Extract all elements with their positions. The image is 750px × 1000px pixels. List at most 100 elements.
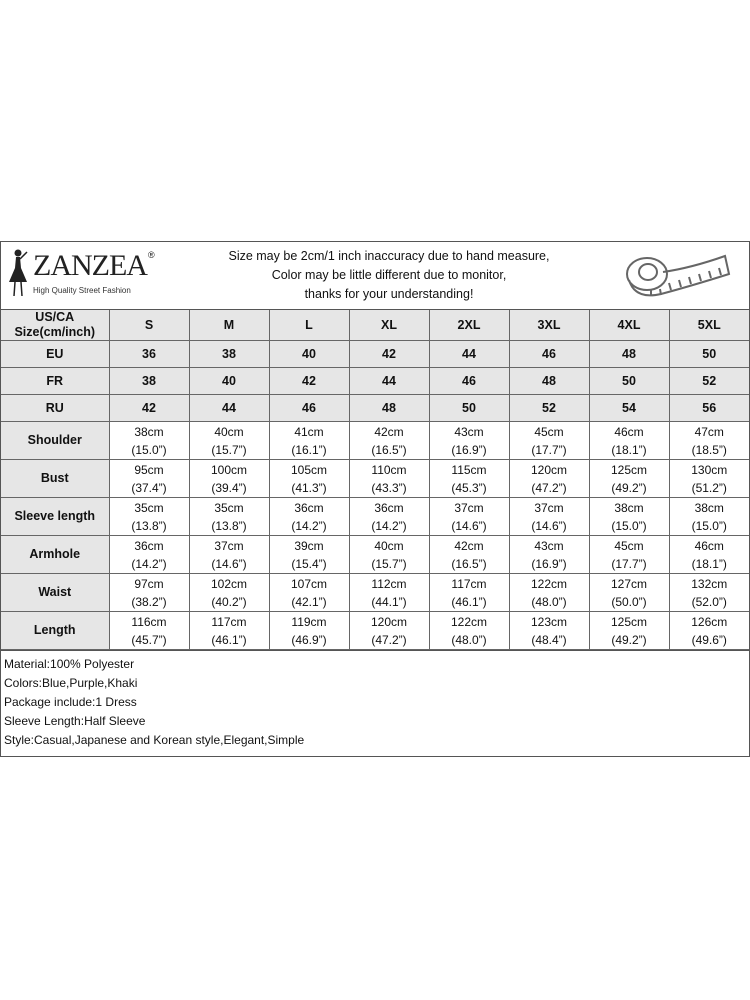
measurement-cell: 117cm (46.1”): [428, 573, 510, 612]
inch-value: (47.2”): [371, 632, 407, 647]
inch-value: (49.2”): [611, 632, 647, 647]
inch-value: (14.6”): [211, 556, 247, 571]
measurement-cell: 120cm (47.2”): [508, 459, 590, 498]
measurement-cell: 112cm (44.1”): [348, 573, 430, 612]
inch-value: (40.2”): [211, 594, 247, 609]
note-colors: Colors:Blue,Purple,Khaki: [4, 676, 138, 690]
size-header: 5XL: [668, 310, 749, 341]
conversion-cell: 38: [188, 340, 270, 368]
measurement-cell: 100cm (39.4”): [188, 459, 270, 498]
measurement-cell: 36cm (14.2”): [108, 535, 190, 574]
row-label: Shoulder: [1, 421, 110, 460]
inch-value: (15.7”): [371, 556, 407, 571]
cm-value: 119cm: [291, 614, 327, 629]
inch-value: (15.7”): [211, 442, 247, 457]
inch-value: (16.1”): [291, 442, 327, 457]
measurement-row: Length 116cm (45.7”) 117cm (46.1”) 119cm (46.9…: [1, 611, 749, 650]
conversion-cell: 50: [428, 394, 510, 422]
measurement-row: Shoulder 38cm (15.0”) 40cm (15.7”) 41cm (16.1”…: [1, 421, 749, 460]
inch-value: (44.1”): [371, 594, 407, 609]
row-label: Bust: [1, 459, 110, 498]
measurement-cell: 126cm (49.6”): [668, 611, 749, 650]
row-label: FR: [1, 367, 110, 395]
cm-value: 117cm: [211, 614, 247, 629]
inch-value: (49.6”): [691, 632, 727, 647]
size-header: 4XL: [588, 310, 670, 341]
cm-value: 42cm: [374, 424, 404, 439]
inch-value: (49.2”): [611, 480, 647, 495]
measurement-cell: 120cm (47.2”): [348, 611, 430, 650]
cm-value: 36cm: [374, 500, 404, 515]
cm-value: 120cm: [530, 462, 568, 477]
measurement-cell: 123cm (48.4”): [508, 611, 590, 650]
cm-value: 115cm: [451, 462, 487, 477]
conversion-cell: 36: [108, 340, 190, 368]
size-header: S: [108, 310, 190, 341]
conversion-cell: 52: [668, 367, 749, 395]
conversion-cell: 44: [428, 340, 510, 368]
conversion-cell: 42: [108, 394, 190, 422]
cm-value: 116cm: [131, 614, 167, 629]
measurement-cell: 41cm (16.1”): [268, 421, 350, 460]
measurement-cell: 117cm (46.1”): [188, 611, 270, 650]
row-label: Sleeve length: [1, 497, 110, 536]
inch-value: (16.5”): [371, 442, 407, 457]
inch-value: (18.1”): [611, 442, 647, 457]
conversion-cell: 48: [588, 340, 670, 368]
inch-value: (42.1”): [291, 594, 327, 609]
cm-value: 36cm: [294, 500, 324, 515]
size-header: L: [268, 310, 350, 341]
measurement-cell: 47cm (18.5”): [668, 421, 749, 460]
unit-label: Size(cm/inch): [14, 325, 96, 339]
conversion-cell: 38: [108, 367, 190, 395]
measurement-cell: 45cm (17.7”): [588, 535, 670, 574]
inch-value: (18.5”): [691, 442, 727, 457]
conversion-cell: 46: [508, 340, 590, 368]
conversion-cell: 40: [268, 340, 350, 368]
size-header-row: US/CA Size(cm/inch) S M L XL 2XL 3XL 4XL 5XL: [1, 310, 749, 341]
inch-value: (14.2”): [131, 556, 167, 571]
cm-value: 110cm: [371, 462, 407, 477]
measurement-cell: 37cm (14.6”): [508, 497, 590, 536]
measurement-cell: 46cm (18.1”): [588, 421, 670, 460]
registered-mark: ®: [147, 250, 155, 260]
cm-value: 125cm: [610, 614, 648, 629]
inch-value: (48.0”): [531, 594, 567, 609]
inch-value: (38.2”): [131, 594, 167, 609]
inch-value: (16.9”): [451, 442, 487, 457]
cm-value: 120cm: [370, 614, 408, 629]
inch-value: (46.1”): [451, 594, 487, 609]
cm-value: 107cm: [290, 576, 328, 591]
cm-value: 123cm: [530, 614, 568, 629]
measurement-cell: 119cm (46.9”): [268, 611, 350, 650]
cm-value: 112cm: [371, 576, 407, 591]
note-style: Style:Casual,Japanese and Korean style,E…: [4, 733, 305, 747]
inch-value: (15.4”): [291, 556, 327, 571]
conversion-row: RU 42 44 46 48 50 52 54 56: [1, 394, 749, 422]
conversion-cell: 44: [348, 367, 430, 395]
cm-value: 35cm: [214, 500, 244, 515]
measurement-cell: 125cm (49.2”): [588, 611, 670, 650]
cm-value: 38cm: [134, 424, 164, 439]
cm-value: 40cm: [214, 424, 244, 439]
inch-value: (37.4”): [131, 480, 167, 495]
inch-value: (41.3”): [291, 480, 327, 495]
size-header: M: [188, 310, 270, 341]
notice-line: thanks for your understanding!: [304, 287, 474, 301]
conversion-cell: 42: [268, 367, 350, 395]
inch-value: (18.1”): [691, 556, 727, 571]
measurement-cell: 102cm (40.2”): [188, 573, 270, 612]
inch-value: (16.9”): [531, 556, 567, 571]
inch-value: (15.0”): [691, 518, 727, 533]
measurement-cell: 115cm (45.3”): [428, 459, 510, 498]
inch-value: (43.3”): [371, 480, 407, 495]
cm-value: 39cm: [294, 538, 324, 553]
fashion-figure-icon: [9, 249, 28, 297]
measurement-cell: 37cm (14.6”): [188, 535, 270, 574]
inch-value: (15.0”): [611, 518, 647, 533]
measurement-cell: 38cm (15.0”): [668, 497, 749, 536]
conversion-cell: 42: [348, 340, 430, 368]
region-label: US/CA: [35, 310, 75, 324]
conversion-cell: 52: [508, 394, 590, 422]
size-header: 3XL: [508, 310, 590, 341]
